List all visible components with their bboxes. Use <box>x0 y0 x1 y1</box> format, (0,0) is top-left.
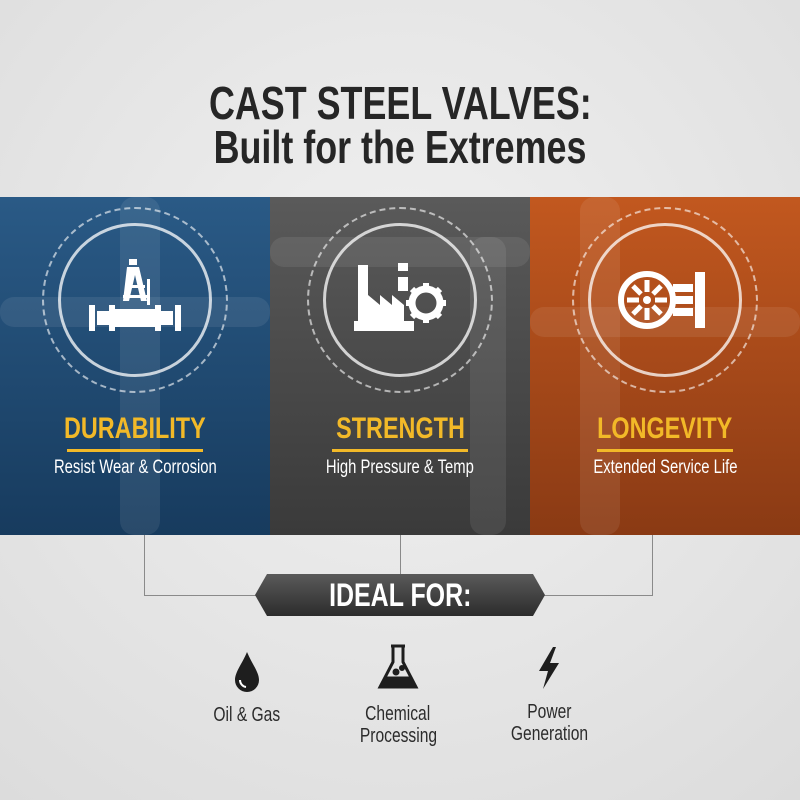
factory-gear-icon <box>354 263 446 331</box>
connector-line <box>652 535 653 595</box>
panel-subtitle: Resist Wear & Corrosion <box>53 457 217 478</box>
dashed-ring <box>572 207 758 393</box>
heading-underline <box>332 449 468 452</box>
use-power-generation: Power Generation <box>469 645 629 745</box>
dashed-ring <box>42 207 228 393</box>
panel-durability: DURABILITY Resist Wear & Corrosion <box>0 197 270 535</box>
title-line-1: CAST STEEL VALVES: <box>208 77 592 129</box>
connector-line <box>541 595 653 596</box>
panel-subtitle: Extended Service Life <box>592 457 738 478</box>
valve-wheel-icon <box>618 271 705 329</box>
connector-line <box>144 595 259 596</box>
flask-icon <box>377 644 419 689</box>
panel-heading: DURABILITY <box>64 412 206 445</box>
heading-underline <box>597 449 733 452</box>
lightning-bolt-icon <box>539 647 559 689</box>
panel-subtitle: High Pressure & Temp <box>325 457 474 478</box>
oil-drop-icon <box>235 652 259 692</box>
connector-line <box>400 535 401 575</box>
solid-ring <box>588 223 742 377</box>
oil-derrick-pipeline-icon <box>89 259 181 331</box>
panel-heading: LONGEVITY <box>597 412 733 445</box>
heading-underline <box>67 449 203 452</box>
ideal-for-badge: IDEAL FOR: <box>255 574 545 616</box>
dashed-ring <box>307 207 493 393</box>
panel-strength: STRENGTH High Pressure & Temp <box>270 197 530 535</box>
title-line-2: Built for the Extremes <box>213 121 587 173</box>
use-oil-gas: Oil & Gas <box>167 650 327 726</box>
panel-heading: STRENGTH <box>335 412 465 445</box>
panel-longevity: LONGEVITY Extended Service Life <box>530 197 800 535</box>
connector-line <box>144 535 145 595</box>
solid-ring <box>323 223 477 377</box>
solid-ring <box>58 223 212 377</box>
use-chemical-processing: Chemical Processing <box>318 643 478 747</box>
